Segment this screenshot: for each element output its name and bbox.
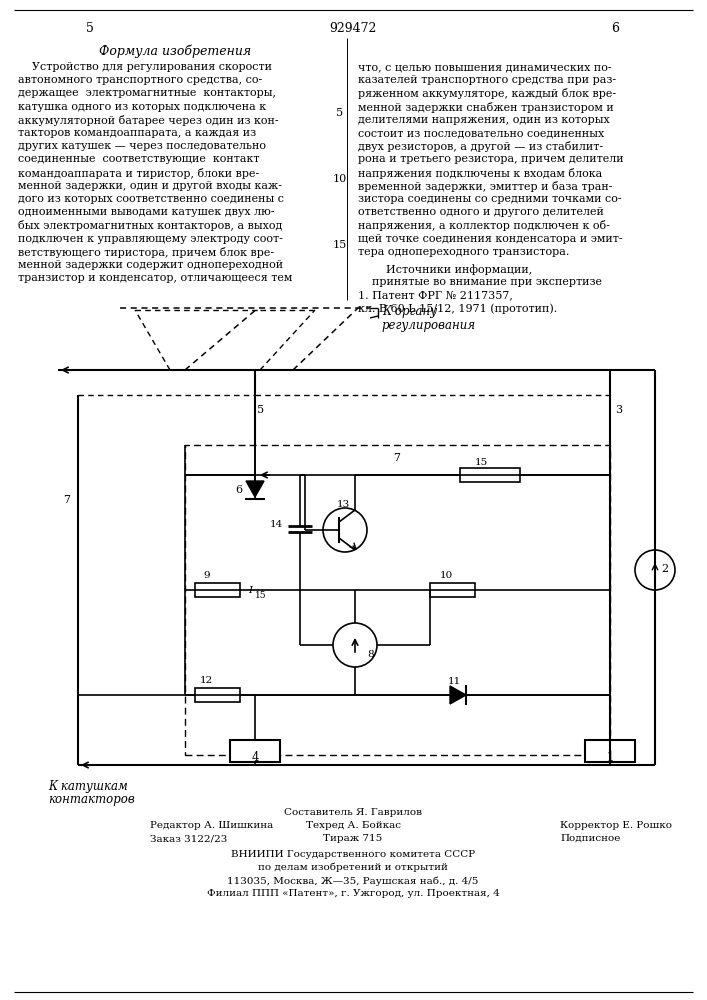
- Text: 113035, Москва, Ж—35, Раушская наб., д. 4/5: 113035, Москва, Ж—35, Раушская наб., д. …: [228, 876, 479, 886]
- Text: Заказ 3122/23: Заказ 3122/23: [150, 834, 228, 843]
- Text: менной задержки, один и другой входы каж-: менной задержки, один и другой входы каж…: [18, 181, 282, 191]
- Text: 6: 6: [611, 22, 619, 35]
- Polygon shape: [246, 481, 264, 497]
- Text: транзистор и конденсатор, отличающееся тем: транзистор и конденсатор, отличающееся т…: [18, 273, 293, 283]
- Text: тера однопереходного транзистора.: тера однопереходного транзистора.: [358, 247, 569, 257]
- Text: соединенные  соответствующие  контакт: соединенные соответствующие контакт: [18, 154, 259, 164]
- Text: состоит из последовательно соединенных: состоит из последовательно соединенных: [358, 128, 604, 138]
- Text: менной задержки снабжен транзистором и: менной задержки снабжен транзистором и: [358, 102, 614, 113]
- Text: 8: 8: [367, 650, 373, 659]
- Text: I: I: [248, 586, 252, 595]
- Bar: [585, 740, 635, 762]
- Text: 5: 5: [86, 22, 94, 35]
- Text: Составитель Я. Гаврилов: Составитель Я. Гаврилов: [284, 808, 422, 817]
- Text: Подписное: Подписное: [560, 834, 620, 843]
- Text: Редактор А. Шишкина: Редактор А. Шишкина: [150, 821, 273, 830]
- Text: 13: 13: [337, 500, 350, 509]
- Text: 14: 14: [270, 520, 284, 529]
- Text: ряженном аккумуляторе, каждый блок вре-: ряженном аккумуляторе, каждый блок вре-: [358, 88, 616, 99]
- Text: 5: 5: [337, 108, 344, 118]
- Text: ВНИИПИ Государственного комитета СССР: ВНИИПИ Государственного комитета СССР: [231, 850, 475, 859]
- Text: щей точке соединения конденсатора и эмит-: щей точке соединения конденсатора и эмит…: [358, 234, 623, 244]
- Text: Источники информации,: Источники информации,: [358, 264, 532, 275]
- Text: по делам изобретений и открытий: по делам изобретений и открытий: [258, 863, 448, 872]
- Text: делителями напряжения, один из которых: делителями напряжения, один из которых: [358, 115, 609, 125]
- Polygon shape: [450, 686, 466, 704]
- Text: 7: 7: [63, 495, 70, 505]
- Text: Тираж 715: Тираж 715: [323, 834, 382, 843]
- Text: одноименными выводами катушек двух лю-: одноименными выводами катушек двух лю-: [18, 207, 274, 217]
- Text: 15: 15: [475, 458, 489, 467]
- Text: зистора соединены со средними точками со-: зистора соединены со средними точками со…: [358, 194, 621, 204]
- Text: 2: 2: [661, 564, 668, 574]
- Text: 15: 15: [255, 591, 267, 600]
- Bar: [430, 583, 475, 597]
- Text: регулирования: регулирования: [382, 319, 476, 332]
- Text: дого из которых соответственно соединены с: дого из которых соответственно соединены…: [18, 194, 284, 204]
- Bar: [195, 583, 240, 597]
- Text: принятые во внимание при экспертизе: принятые во внимание при экспертизе: [358, 277, 602, 287]
- Bar: [195, 688, 240, 702]
- Text: 9: 9: [203, 571, 209, 580]
- Text: К органу: К органу: [382, 305, 437, 318]
- Text: 1. Патент ФРГ № 2117357,: 1. Патент ФРГ № 2117357,: [358, 290, 513, 300]
- Text: 12: 12: [200, 676, 214, 685]
- Text: менной задержки содержит однопереходной: менной задержки содержит однопереходной: [18, 260, 283, 270]
- Text: 10: 10: [333, 174, 347, 184]
- Text: катушка одного из которых подключена к: катушка одного из которых подключена к: [18, 102, 266, 112]
- Text: 7: 7: [394, 453, 400, 463]
- Text: 3: 3: [615, 405, 622, 415]
- Text: напряжения подключены к входам блока: напряжения подключены к входам блока: [358, 168, 602, 179]
- Text: 1: 1: [607, 751, 614, 764]
- Text: Техред А. Бойкас: Техред А. Бойкас: [305, 821, 400, 830]
- Text: ветствующего тиристора, причем блок вре-: ветствующего тиристора, причем блок вре-: [18, 247, 274, 258]
- Text: кл. В 60 L 15/12, 1971 (прототип).: кл. В 60 L 15/12, 1971 (прототип).: [358, 304, 557, 314]
- Text: такторов командоаппарата, а каждая из: такторов командоаппарата, а каждая из: [18, 128, 256, 138]
- Text: 6: 6: [235, 485, 242, 495]
- Text: казателей транспортного средства при раз-: казателей транспортного средства при раз…: [358, 75, 616, 85]
- Text: контакторов: контакторов: [48, 793, 135, 806]
- Bar: [460, 468, 520, 482]
- Text: двух резисторов, а другой — из стабилит-: двух резисторов, а другой — из стабилит-: [358, 141, 603, 152]
- Text: 11: 11: [448, 677, 461, 686]
- Text: Филиал ППП «Патент», г. Ужгород, ул. Проектная, 4: Филиал ППП «Патент», г. Ужгород, ул. Про…: [206, 889, 499, 898]
- Text: что, с целью повышения динамических по-: что, с целью повышения динамических по-: [358, 62, 612, 72]
- Text: рона и третьего резистора, причем делители: рона и третьего резистора, причем делите…: [358, 154, 624, 164]
- Text: аккумуляторной батарее через один из кон-: аккумуляторной батарее через один из кон…: [18, 115, 279, 126]
- Text: ответственно одного и другого делителей: ответственно одного и другого делителей: [358, 207, 604, 217]
- Text: 15: 15: [333, 240, 347, 250]
- Bar: [230, 740, 280, 762]
- Text: автономного транспортного средства, со-: автономного транспортного средства, со-: [18, 75, 262, 85]
- Text: других катушек — через последовательно: других катушек — через последовательно: [18, 141, 266, 151]
- Bar: [185, 445, 610, 755]
- Text: командоаппарата и тиристор, блоки вре-: командоаппарата и тиристор, блоки вре-: [18, 168, 259, 179]
- Text: напряжения, а коллектор подключен к об-: напряжения, а коллектор подключен к об-: [358, 220, 610, 231]
- Text: 5: 5: [257, 405, 264, 415]
- Text: временной задержки, эмиттер и база тран-: временной задержки, эмиттер и база тран-: [358, 181, 612, 192]
- Text: держащее  электромагнитные  контакторы,: держащее электромагнитные контакторы,: [18, 88, 276, 98]
- Text: Устройство для регулирования скорости: Устройство для регулирования скорости: [18, 62, 272, 72]
- Text: 929472: 929472: [329, 22, 377, 35]
- Text: бых электромагнитных контакторов, а выход: бых электромагнитных контакторов, а выхо…: [18, 220, 282, 231]
- Text: К катушкам: К катушкам: [48, 780, 128, 793]
- Text: Корректор Е. Рошко: Корректор Е. Рошко: [560, 821, 672, 830]
- Text: Формула изобретения: Формула изобретения: [99, 44, 251, 57]
- Text: 4: 4: [251, 751, 259, 764]
- Text: 10: 10: [440, 571, 453, 580]
- Text: подключен к управляющему электроду соот-: подключен к управляющему электроду соот-: [18, 234, 283, 244]
